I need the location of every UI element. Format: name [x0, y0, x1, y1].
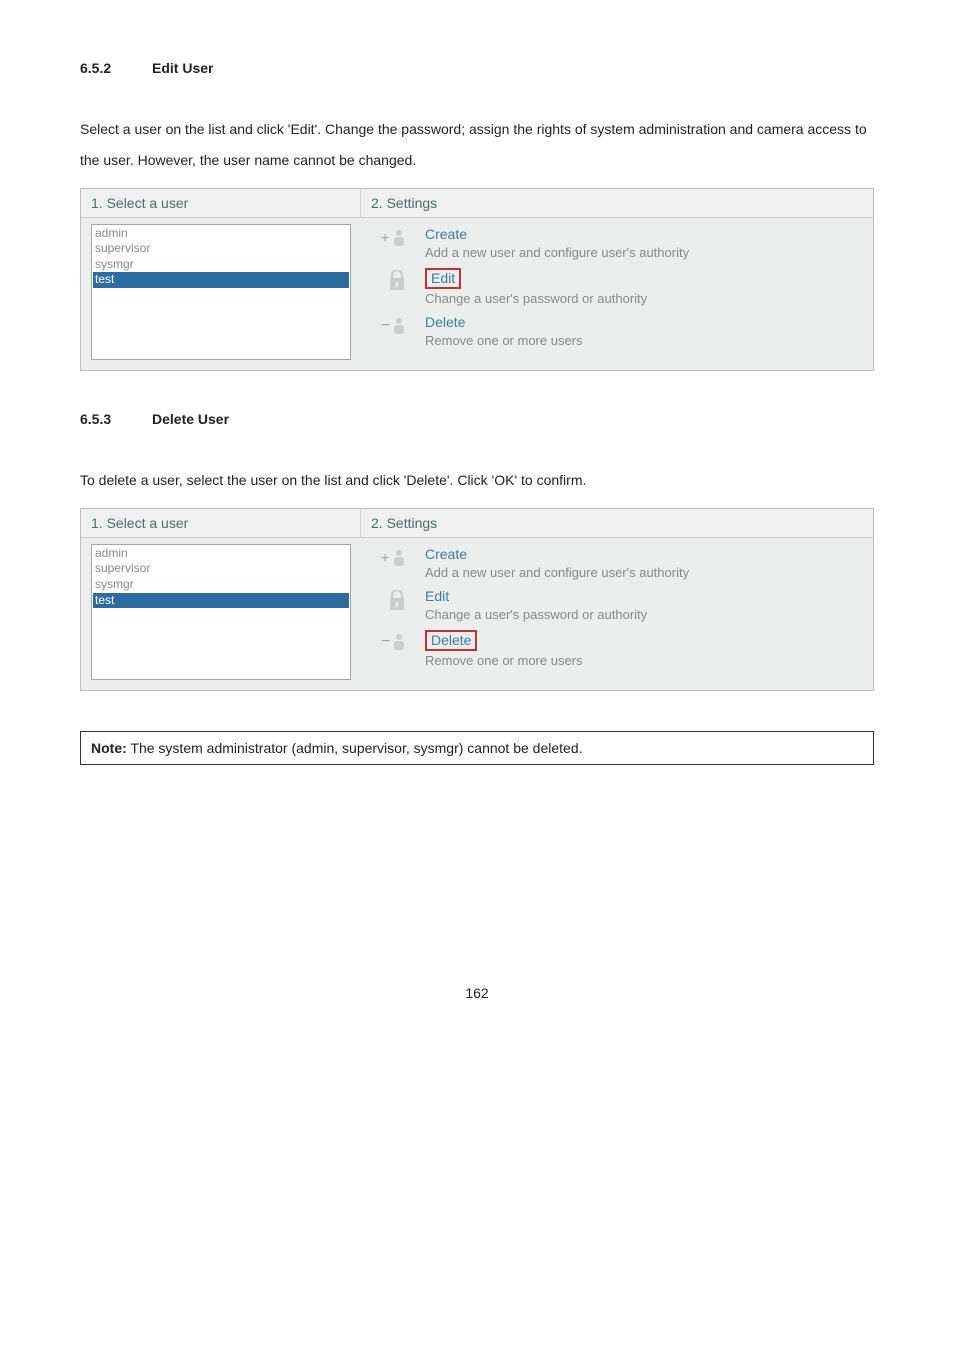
settings-col: + Create Add a new user and configure us…	[361, 218, 873, 371]
note-label: Note:	[91, 740, 127, 756]
panel-body: admin supervisor sysmgr test + Create Ad…	[81, 218, 873, 371]
user-item-supervisor[interactable]: supervisor	[93, 561, 349, 577]
settings-col: + Create Add a new user and configure us…	[361, 538, 873, 691]
user-item-supervisor[interactable]: supervisor	[93, 241, 349, 257]
panel-header-col1: 1. Select a user	[81, 509, 361, 537]
user-list[interactable]: admin supervisor sysmgr test	[91, 544, 351, 681]
delete-desc: Remove one or more users	[425, 653, 583, 668]
create-title: Create	[425, 226, 467, 242]
create-row[interactable]: + Create Add a new user and configure us…	[371, 226, 863, 262]
svg-text:+: +	[381, 229, 389, 245]
user-panel-delete: 1. Select a user 2. Settings admin super…	[80, 508, 874, 692]
user-list[interactable]: admin supervisor sysmgr test	[91, 224, 351, 361]
edit-desc: Change a user's password or authority	[425, 607, 647, 622]
svg-text:−: −	[381, 633, 390, 650]
section-heading-edit-user: 6.5.2Edit User	[80, 60, 874, 76]
svg-text:+: +	[381, 549, 389, 565]
lock-icon	[371, 268, 407, 292]
lock-icon	[371, 588, 407, 612]
panel-header: 1. Select a user 2. Settings	[81, 509, 873, 538]
user-item-admin[interactable]: admin	[93, 226, 349, 242]
user-item-test[interactable]: test	[93, 272, 349, 288]
edit-title: Edit	[425, 588, 449, 604]
create-row[interactable]: + Create Add a new user and configure us…	[371, 546, 863, 582]
delete-user-body: To delete a user, select the user on the…	[80, 465, 874, 496]
create-desc: Add a new user and configure user's auth…	[425, 245, 689, 260]
section-number: 6.5.3	[80, 411, 152, 427]
plus-user-icon: +	[371, 226, 407, 248]
delete-title: Delete	[425, 630, 477, 652]
create-title: Create	[425, 546, 467, 562]
edit-user-body: Select a user on the list and click 'Edi…	[80, 114, 874, 176]
edit-desc: Change a user's password or authority	[425, 291, 647, 306]
delete-row[interactable]: − Delete Remove one or more users	[371, 630, 863, 671]
panel-header-col2: 2. Settings	[361, 189, 447, 217]
svg-text:−: −	[381, 317, 390, 334]
panel-header-col1: 1. Select a user	[81, 189, 361, 217]
edit-row[interactable]: Edit Change a user's password or authori…	[371, 588, 863, 624]
delete-title: Delete	[425, 314, 465, 330]
section-title: Edit User	[152, 60, 213, 76]
note-box: Note: The system administrator (admin, s…	[80, 731, 874, 765]
plus-user-icon: +	[371, 546, 407, 568]
note-text: The system administrator (admin, supervi…	[127, 740, 583, 756]
minus-user-icon: −	[371, 314, 407, 336]
minus-user-icon: −	[371, 630, 407, 652]
page-number: 162	[80, 985, 874, 1001]
user-panel-edit: 1. Select a user 2. Settings admin super…	[80, 188, 874, 372]
user-item-test[interactable]: test	[93, 593, 349, 609]
user-item-sysmgr[interactable]: sysmgr	[93, 577, 349, 593]
panel-header-col2: 2. Settings	[361, 509, 447, 537]
user-item-sysmgr[interactable]: sysmgr	[93, 257, 349, 273]
section-heading-delete-user: 6.5.3Delete User	[80, 411, 874, 427]
edit-title: Edit	[425, 268, 461, 290]
section-title: Delete User	[152, 411, 229, 427]
create-desc: Add a new user and configure user's auth…	[425, 565, 689, 580]
delete-row[interactable]: − Delete Remove one or more users	[371, 314, 863, 350]
edit-row[interactable]: Edit Change a user's password or authori…	[371, 268, 863, 309]
user-item-admin[interactable]: admin	[93, 546, 349, 562]
panel-body: admin supervisor sysmgr test + Create Ad…	[81, 538, 873, 691]
panel-header: 1. Select a user 2. Settings	[81, 189, 873, 218]
section-number: 6.5.2	[80, 60, 152, 76]
delete-desc: Remove one or more users	[425, 333, 583, 348]
